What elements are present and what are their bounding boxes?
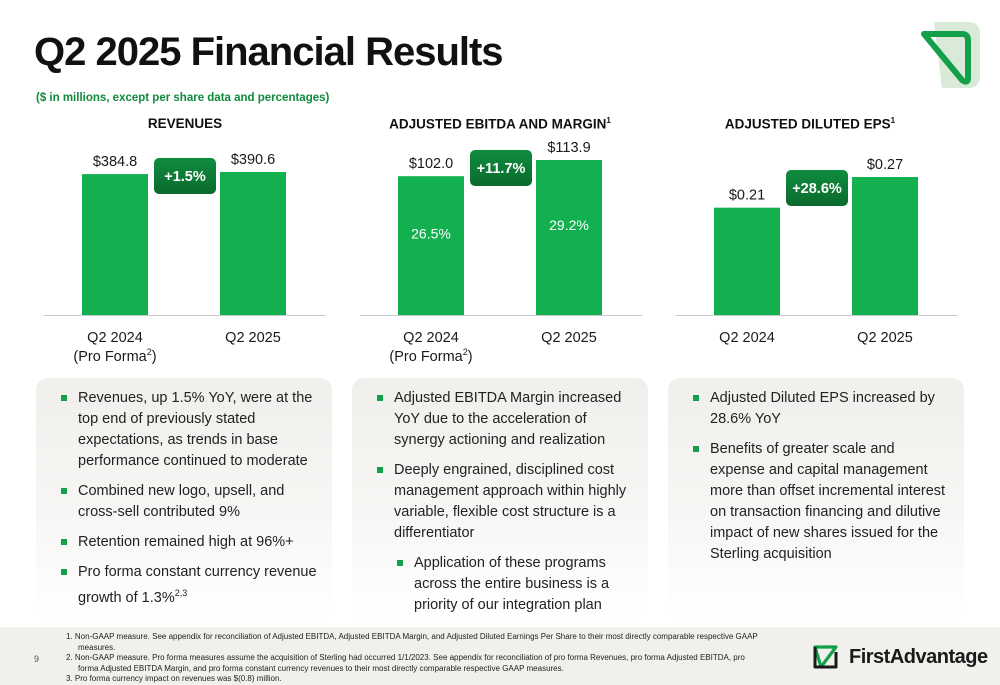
data-label: $113.9: [547, 140, 590, 156]
list-item: Pro forma constant currency revenue grow…: [52, 562, 318, 609]
margin-label: 29.2%: [549, 217, 589, 233]
first-advantage-logo-icon: [813, 645, 838, 669]
eps-chart: $0.21 Q2 2024 $0.27 Q2 2025 +28.6%: [676, 157, 958, 346]
ebitda-panel: Adjusted EBITDA Margin increased YoY due…: [352, 378, 648, 620]
tick-sublabel: (Pro Forma2): [73, 347, 156, 365]
data-label: $0.21: [729, 188, 765, 204]
bullet-icon: [61, 395, 67, 401]
list-item: Revenues, up 1.5% YoY, were at the top e…: [52, 388, 318, 472]
revenues-panel: Revenues, up 1.5% YoY, were at the top e…: [36, 378, 332, 620]
margin-label: 26.5%: [411, 226, 451, 242]
bar: [852, 177, 918, 315]
change-badge: +11.7%: [470, 150, 532, 186]
bar: [714, 207, 780, 315]
footnote: 1. Non-GAAP measure. See appendix for re…: [66, 632, 758, 652]
brand-mark-icon: [921, 22, 980, 88]
list-item: Retention remained high at 96%+: [52, 532, 318, 553]
data-label: $384.8: [93, 154, 137, 170]
revenues-chart-title: REVENUES: [147, 116, 223, 131]
bullet-icon: [377, 395, 383, 401]
change-label: +1.5%: [164, 169, 206, 185]
footnotes: 1. Non-GAAP measure. See appendix for re…: [66, 632, 766, 685]
data-label: $0.27: [867, 157, 903, 173]
brand-logo: FirstAdvantage: [812, 644, 988, 670]
list-item: Deeply engrained, disciplined cost manag…: [368, 460, 638, 544]
change-label: +28.6%: [792, 181, 842, 197]
bullet-icon: [397, 560, 403, 566]
footnote: 2. Non-GAAP measure. Pro forma measures …: [66, 653, 745, 673]
bullet-icon: [693, 395, 699, 401]
brand-name: FirstAdvantage: [849, 645, 988, 668]
tick-label: Q2 2024: [87, 330, 143, 346]
bullet-icon: [377, 467, 383, 473]
tick-label: Q2 2025: [857, 330, 913, 346]
eps-bullet-list: Adjusted Diluted EPS increased by 28.6% …: [684, 388, 950, 565]
list-item: Application of these programs across the…: [368, 553, 638, 616]
footnote: 3. Pro forma currency impact on revenues…: [66, 674, 282, 683]
bar: [536, 160, 602, 315]
tick-label: Q2 2024: [719, 330, 775, 346]
page-number: 9: [34, 654, 40, 664]
change-badge: +1.5%: [154, 158, 216, 194]
bullet-icon: [61, 569, 67, 575]
change-badge-bg: [154, 158, 216, 194]
tick-label: Q2 2024: [403, 330, 459, 346]
list-item: Adjusted EBITDA Margin increased YoY due…: [368, 388, 638, 451]
tick-label: Q2 2025: [541, 330, 597, 346]
bar: [82, 174, 148, 315]
tick-sublabel: (Pro Forma2): [389, 347, 472, 365]
change-badge: +28.6%: [786, 170, 848, 206]
ebitda-chart: $102.0 26.5% Q2 2024(Pro Forma2) $113.9 29.2…: [360, 140, 642, 365]
ebitda-bullet-list: Adjusted EBITDA Margin increased YoY due…: [368, 388, 638, 616]
bullet-icon: [61, 539, 67, 545]
revenues-chart: $384.8 Q2 2024(Pro Forma2) $390.6 Q2 2025 +1…: [44, 152, 326, 365]
tick-label: Q2 2025: [225, 330, 281, 346]
list-item: Benefits of greater scale and expense an…: [684, 439, 950, 565]
bar: [398, 176, 464, 315]
page-title: Q2 2025 Financial Results: [34, 30, 504, 74]
list-item: Combined new logo, upsell, and cross-sel…: [52, 481, 318, 523]
eps-chart-title: ADJUSTED DILUTED EPS1: [724, 116, 896, 132]
data-label: $390.6: [231, 152, 275, 168]
change-badge-bg: [470, 150, 532, 186]
page-subtitle: ($ in millions, except per share data an…: [36, 92, 330, 104]
footer-bar: [0, 627, 1000, 685]
bar: [220, 172, 286, 315]
revenues-bullet-list: Revenues, up 1.5% YoY, were at the top e…: [52, 388, 318, 609]
change-badge-bg: [786, 170, 848, 206]
change-label: +11.7%: [477, 161, 526, 177]
eps-panel: Adjusted Diluted EPS increased by 28.6% …: [668, 378, 964, 620]
data-label: $102.0: [409, 156, 453, 172]
bullet-icon: [61, 488, 67, 494]
ebitda-chart-title: ADJUSTED EBITDA AND MARGIN1: [389, 116, 611, 132]
list-item: Adjusted Diluted EPS increased by 28.6% …: [684, 388, 950, 430]
bullet-icon: [693, 446, 699, 452]
